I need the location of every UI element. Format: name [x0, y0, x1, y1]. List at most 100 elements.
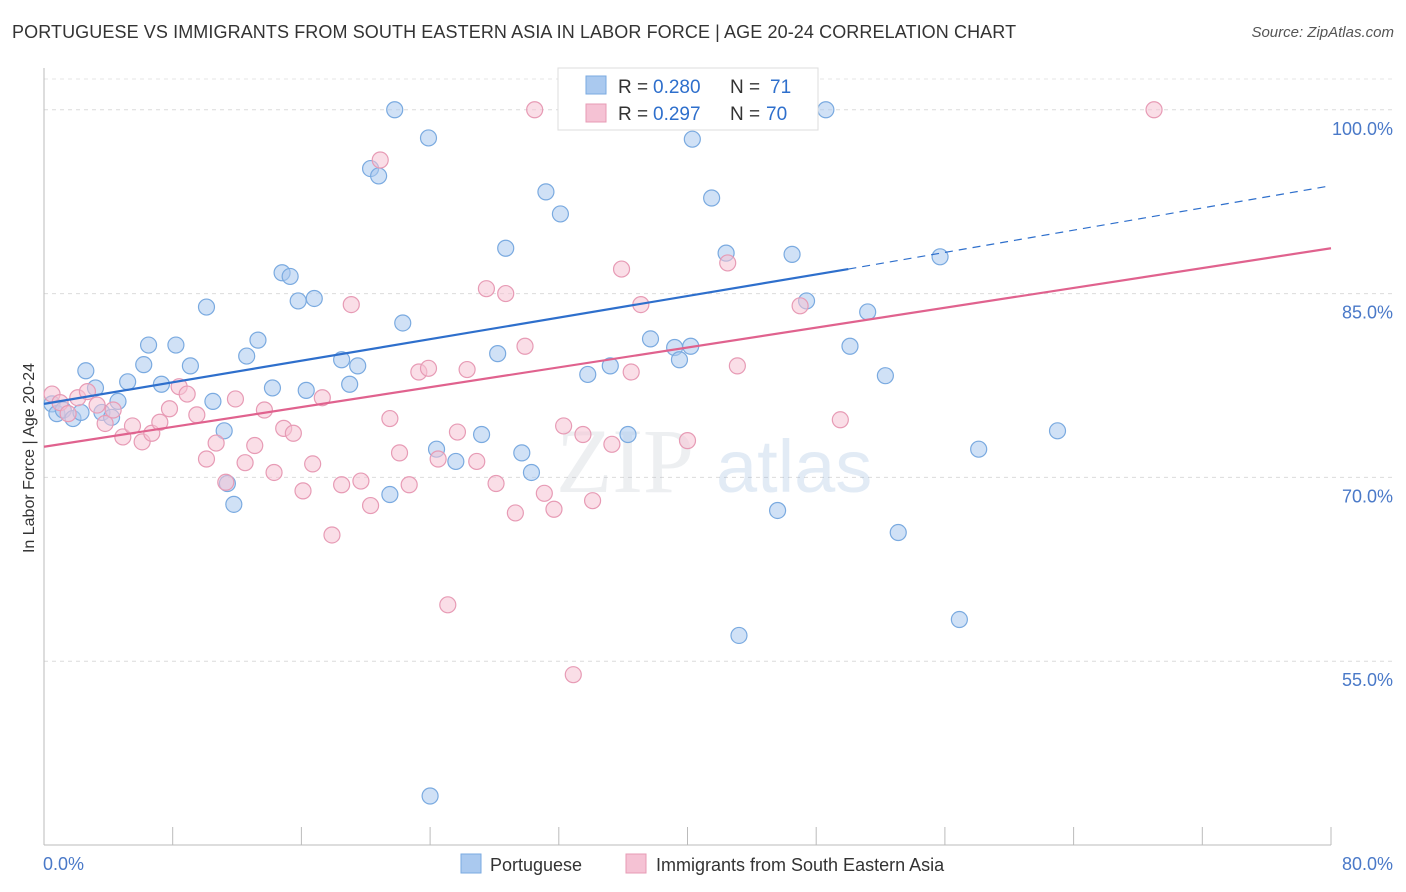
point-s0-26	[289, 292, 307, 310]
y-tick-label-3: 55.0%	[1342, 670, 1393, 690]
point-s0-42	[497, 239, 515, 257]
point-s0-58	[730, 626, 748, 645]
point-s0-37	[419, 129, 438, 147]
stats-r-value-2: 0.297	[653, 104, 701, 125]
watermark: ZIP atlas	[556, 410, 872, 512]
stats-n-value-1: 71	[770, 77, 791, 98]
watermark-atlas: atlas	[716, 425, 872, 508]
point-s0-10	[119, 373, 137, 391]
stats-r-label-2: R =	[618, 104, 648, 125]
point-s0-56	[703, 189, 721, 207]
stats-r-label-1: R =	[618, 77, 648, 98]
point-s1-26	[284, 424, 302, 442]
point-s1-59	[603, 435, 621, 453]
point-s1-61	[622, 363, 640, 381]
source-label: Source: ZipAtlas.com	[1251, 24, 1394, 41]
point-s1-17	[197, 450, 216, 468]
trend-line-ext-0	[848, 185, 1332, 270]
point-s0-69	[970, 440, 988, 458]
point-s1-42	[439, 596, 457, 614]
series-legend: Portuguese Immigrants from South Eastern…	[460, 853, 945, 875]
point-s0-71	[421, 787, 439, 805]
point-s1-51	[526, 101, 544, 119]
point-s1-24	[265, 463, 283, 482]
point-s1-48	[497, 284, 515, 303]
point-s0-64	[859, 303, 877, 321]
point-s0-44	[522, 463, 541, 482]
point-s0-62	[817, 101, 835, 119]
point-s1-65	[719, 254, 737, 272]
y-tick-label-2: 70.0%	[1342, 486, 1393, 506]
stats-n-label-1: N =	[730, 77, 760, 98]
chart-title: PORTUGUESE VS IMMIGRANTS FROM SOUTH EAST…	[12, 22, 1017, 42]
point-s1-66	[728, 357, 746, 375]
point-s0-55	[683, 130, 701, 148]
point-s1-60	[612, 260, 631, 278]
y-axis-label: In Labor Force | Age 20-24	[21, 363, 38, 553]
point-s0-39	[447, 452, 465, 471]
point-s0-18	[215, 422, 233, 440]
point-s0-59	[768, 501, 787, 520]
point-s1-2	[59, 405, 77, 423]
point-s0-12	[139, 336, 158, 354]
point-s0-35	[386, 101, 404, 119]
point-s1-46	[477, 280, 496, 298]
point-s0-50	[641, 330, 660, 348]
point-s0-5	[77, 362, 95, 380]
legend-label-portuguese: Portuguese	[490, 855, 582, 875]
point-s0-22	[249, 331, 267, 349]
point-s0-17	[204, 392, 222, 411]
point-s1-6	[96, 414, 114, 433]
point-s1-56	[574, 425, 592, 444]
axes	[43, 68, 1332, 846]
point-s0-33	[370, 167, 388, 185]
point-s1-40	[419, 359, 438, 377]
point-s1-19	[217, 473, 235, 491]
point-s0-60	[783, 245, 801, 263]
point-s1-32	[342, 296, 360, 314]
x-tick-label-min: 0.0%	[43, 854, 84, 874]
point-s0-70	[1048, 422, 1067, 440]
point-s1-35	[371, 151, 389, 169]
point-s0-43	[513, 444, 531, 462]
legend-swatch-portuguese	[460, 853, 482, 874]
point-s1-16	[188, 406, 206, 424]
point-s1-55	[564, 666, 582, 684]
point-s0-21	[238, 347, 256, 365]
stats-n-value-2: 70	[766, 104, 787, 125]
point-s1-43	[448, 423, 467, 441]
point-s1-41	[429, 450, 447, 468]
point-s0-66	[889, 523, 907, 542]
point-s1-7	[104, 401, 122, 419]
point-s1-27	[294, 482, 312, 500]
point-s0-11	[135, 356, 153, 374]
point-s1-44	[458, 360, 476, 379]
point-s0-53	[670, 351, 689, 369]
point-s0-46	[551, 205, 570, 223]
point-s1-13	[160, 400, 179, 418]
trend-line-1	[43, 247, 1332, 448]
point-s1-15	[178, 385, 196, 403]
point-s1-21	[236, 454, 254, 472]
point-s1-69	[791, 297, 809, 315]
point-s1-31	[333, 476, 351, 494]
point-s0-36	[394, 314, 412, 332]
point-s1-54	[555, 417, 573, 435]
stats-legend: R = 0.280 N = 71 R = 0.297 N = 70	[557, 67, 819, 131]
point-s1-64	[678, 432, 697, 450]
point-s1-45	[468, 452, 486, 471]
x-tick-labels: 0.0% 80.0%	[43, 854, 1393, 874]
point-s1-49	[506, 504, 524, 522]
point-s1-33	[352, 472, 370, 490]
point-s0-65	[876, 367, 894, 385]
point-s1-57	[583, 492, 602, 510]
point-s1-38	[400, 476, 418, 494]
point-s0-67	[931, 248, 949, 266]
stats-swatch-immigrants	[585, 103, 607, 123]
point-s1-67	[831, 411, 849, 429]
point-s0-34	[381, 485, 399, 504]
point-s0-16	[197, 298, 216, 316]
point-s0-41	[489, 345, 507, 363]
x-tick-label-max: 80.0%	[1342, 854, 1393, 874]
